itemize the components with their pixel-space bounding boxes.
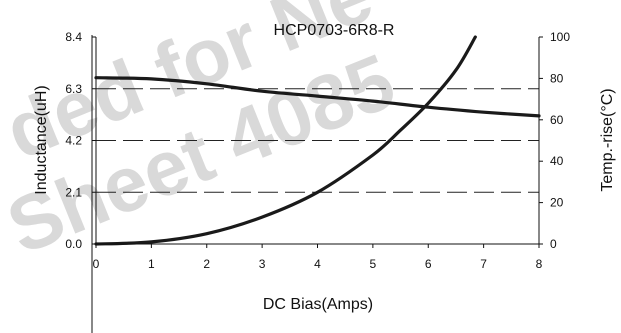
y-right-tick-label-4: 80 [550, 71, 564, 85]
y-right-tick-label-0: 0 [550, 237, 557, 251]
x-tick-label-7: 7 [480, 257, 487, 271]
y-axis-left-title: Inductance(uH) [33, 85, 50, 194]
y-left-tick-label-3: 6.3 [65, 82, 82, 96]
x-tick-label-8: 8 [536, 257, 543, 271]
y-left-tick-label-4: 8.4 [65, 30, 82, 44]
y-axis-right-title: Temp.-rise(°C) [599, 88, 616, 191]
y-right-tick-label-3: 60 [550, 113, 564, 127]
y-right-tick-label-1: 20 [550, 196, 564, 210]
y-left-tick-label-2: 4.2 [65, 134, 82, 148]
x-tick-label-0: 0 [93, 257, 100, 271]
series-line-temp-rise [94, 35, 477, 246]
x-tick-label-4: 4 [314, 257, 321, 271]
series-line-inductance [94, 76, 541, 118]
x-tick-label-6: 6 [425, 257, 432, 271]
series-lines [94, 35, 541, 246]
x-axis-title: DC Bias(Amps) [263, 296, 373, 313]
watermark: ded for Ne Sheet 4085 [0, 0, 406, 271]
y-right-tick-label-5: 100 [550, 30, 570, 44]
y-left-tick-label-1: 2.1 [65, 185, 82, 199]
x-tick-label-1: 1 [148, 257, 155, 271]
tick-labels: 0 1 2 3 4 5 6 7 8 0.0 2.1 4.2 6.3 8.4 0 20 40 60 80 100 [65, 30, 570, 271]
x-tick-label-5: 5 [370, 257, 377, 271]
x-tick-label-2: 2 [203, 257, 210, 271]
y-right-tick-label-2: 40 [550, 154, 564, 168]
y-left-tick-label-0: 0.0 [65, 237, 82, 251]
chart-title: HCP0703-6R8-R [274, 22, 395, 39]
x-tick-label-3: 3 [259, 257, 266, 271]
